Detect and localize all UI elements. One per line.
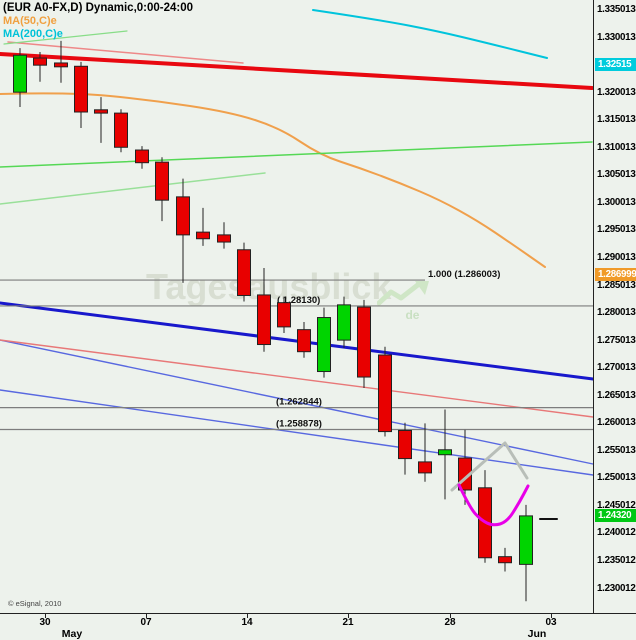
price-tick-label: 1.315013 (597, 114, 636, 126)
channel-blue-upper (0, 339, 594, 465)
candle-bearish[interactable] (277, 302, 291, 328)
price-tick-label: 1.265013 (597, 389, 636, 401)
date-tick-mark (450, 614, 451, 618)
date-tick-label: 21 (342, 617, 354, 628)
candle-bearish[interactable] (176, 196, 190, 236)
plot-area[interactable]: 1.000 (1.286003) ( 1.28130) (1.262844) (1.2… (0, 0, 636, 613)
trendline-red-lower (0, 339, 594, 418)
level-label: (1.262844) (276, 397, 322, 408)
date-tick-label: 07 (140, 617, 152, 628)
date-tick-mark (45, 614, 46, 618)
candle-bearish[interactable] (74, 65, 88, 113)
chart-title: (EUR A0-FX,D) Dynamic,0:00-24:00 (3, 2, 194, 14)
price-tick-label: 1.230012 (597, 582, 636, 594)
candle-bullish[interactable] (337, 304, 351, 341)
price-tick-label: 1.305013 (597, 169, 636, 181)
candle-bearish[interactable] (257, 294, 271, 346)
candle-bearish[interactable] (217, 234, 231, 243)
price-tick-label: 1.335013 (597, 4, 636, 15)
projection-magenta (457, 483, 530, 527)
candle-bearish[interactable] (114, 112, 128, 148)
candle-bearish[interactable] (155, 161, 169, 201)
level-label: ( 1.28130) (277, 295, 320, 306)
price-tick-label: 1.245012 (597, 499, 636, 511)
level-label: (1.258878) (276, 419, 322, 430)
date-tick-mark (247, 614, 248, 618)
price-tick-label: 1.280013 (597, 307, 636, 319)
legend-block: (EUR A0-FX,D) Dynamic,0:00-24:00 MA(50,C… (3, 2, 193, 41)
watermark-suffix: de (405, 308, 420, 322)
candle-bearish[interactable] (33, 57, 47, 66)
trendline-green-2 (0, 172, 266, 205)
price-marker-ma50: 1.286999 (595, 268, 636, 282)
ma50-line (0, 92, 546, 268)
price-tick-label: 1.255013 (597, 444, 636, 456)
date-tick-label: 28 (444, 617, 456, 628)
time-axis[interactable]: 30 07 14 21 28 03 May Jun (0, 613, 636, 640)
date-tick-mark (348, 614, 349, 618)
trendline-red-thick (0, 52, 594, 90)
watermark-arrow-icon (376, 276, 430, 314)
price-tick-label: 1.295013 (597, 224, 636, 236)
copyright-note: © eSignal, 2010 (8, 599, 62, 608)
candle-bearish[interactable] (378, 354, 392, 433)
candle-bearish[interactable] (498, 556, 512, 564)
candle-bullish[interactable] (438, 449, 452, 456)
ma200-legend: MA(200,C)e (3, 28, 63, 40)
candle-bearish[interactable] (237, 249, 251, 296)
zigzag-gray (450, 441, 529, 492)
price-marker-last: 1.24320 (595, 509, 636, 523)
month-label: Jun (527, 628, 547, 640)
candle-bearish[interactable] (297, 329, 311, 353)
date-tick-label: 03 (545, 617, 557, 628)
price-tick-label: 1.310013 (597, 141, 636, 153)
candle-bearish[interactable] (54, 62, 68, 68)
date-tick-mark (146, 614, 147, 618)
price-tick-label: 1.250013 (597, 472, 636, 484)
month-label: May (61, 628, 83, 640)
candle-bearish[interactable] (196, 231, 210, 240)
price-axis[interactable]: 1.335013 1.330013 1.320013 1.315013 1.310013… (593, 0, 636, 613)
ma50-legend: MA(50,C)e (3, 15, 57, 27)
candle-bearish[interactable] (418, 461, 432, 474)
price-tick-label: 1.330013 (597, 31, 636, 43)
level-label: 1.000 (1.286003) (428, 269, 500, 280)
candle-bullish[interactable] (13, 54, 27, 93)
candle-bullish[interactable] (317, 317, 331, 373)
date-tick-label: 14 (241, 617, 253, 628)
channel-blue-lower (0, 389, 594, 476)
candle-bearish[interactable] (94, 109, 108, 114)
candle-bullish[interactable] (519, 515, 533, 565)
ma200-line (312, 9, 548, 59)
trendline-green-short (3, 30, 128, 45)
candle-bearish[interactable] (135, 149, 149, 164)
price-tick-label: 1.240012 (597, 527, 636, 539)
price-tick-label: 1.275013 (597, 334, 636, 346)
price-tick-label: 1.235012 (597, 555, 636, 566)
candle-bearish[interactable] (357, 306, 371, 378)
price-tick-label: 1.285013 (597, 279, 636, 291)
date-tick-mark (551, 614, 552, 618)
price-tick-label: 1.290013 (597, 251, 636, 263)
trendline-pink-thin (7, 41, 244, 64)
price-marker-ma200: 1.32515 (595, 57, 636, 71)
price-tick-label: 1.260013 (597, 417, 636, 429)
trendline-blue-thick (0, 301, 595, 381)
price-tick-label: 1.270013 (597, 362, 636, 374)
date-tick-label: 30 (39, 617, 51, 628)
trendline-green-1 (0, 141, 593, 168)
candle-bearish[interactable] (398, 429, 412, 460)
price-tick-label: 1.300013 (597, 196, 636, 208)
price-tick-label: 1.320013 (597, 86, 636, 98)
